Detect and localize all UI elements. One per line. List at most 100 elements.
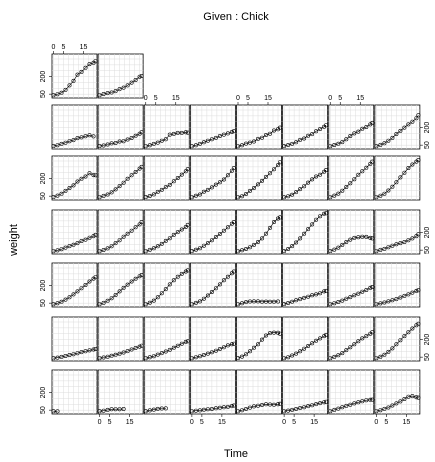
data-point xyxy=(406,166,411,171)
data-point xyxy=(221,345,226,350)
data-point xyxy=(382,246,387,251)
data-point xyxy=(290,244,295,249)
data-point xyxy=(137,274,142,279)
data-point xyxy=(368,235,373,240)
data-point xyxy=(252,345,257,350)
data-point xyxy=(129,173,134,178)
data-point xyxy=(147,143,152,148)
data-point xyxy=(271,402,276,407)
data-point xyxy=(185,130,190,135)
data-point xyxy=(139,220,144,225)
data-point xyxy=(175,176,180,181)
data-point xyxy=(91,347,96,352)
data-point xyxy=(378,354,383,359)
x-tick-label: 5 xyxy=(292,419,296,426)
panel xyxy=(51,53,98,99)
data-point xyxy=(197,354,202,359)
data-point xyxy=(244,247,249,252)
series-line xyxy=(145,341,188,359)
data-point xyxy=(328,144,333,149)
data-point xyxy=(63,188,68,193)
data-point xyxy=(271,299,276,304)
data-point xyxy=(125,282,130,287)
y-axis-ticks: 50 200 xyxy=(419,227,431,254)
data-point xyxy=(167,347,172,352)
data-point xyxy=(340,140,345,145)
data-point xyxy=(121,234,126,239)
data-point xyxy=(171,278,176,283)
data-point xyxy=(267,402,272,407)
panel xyxy=(97,209,144,255)
data-point xyxy=(394,132,399,137)
data-point xyxy=(298,349,303,354)
data-point xyxy=(213,235,218,240)
data-point xyxy=(282,302,287,307)
data-point xyxy=(374,356,379,361)
data-point xyxy=(229,404,234,409)
data-point xyxy=(314,174,319,179)
panel-border xyxy=(143,209,190,255)
panel xyxy=(143,262,190,308)
data-point xyxy=(271,220,276,225)
series-line xyxy=(330,286,373,305)
data-point xyxy=(374,195,379,200)
data-point xyxy=(113,352,118,357)
data-point xyxy=(336,299,341,304)
data-point xyxy=(255,299,260,304)
panel-border xyxy=(236,316,282,362)
data-point xyxy=(51,356,56,361)
series-line xyxy=(376,159,419,198)
data-point xyxy=(193,300,198,305)
data-point xyxy=(83,65,88,70)
data-point xyxy=(87,62,92,67)
data-point xyxy=(139,74,144,79)
data-point xyxy=(87,235,92,240)
series-line xyxy=(237,332,281,359)
panel xyxy=(236,155,282,201)
data-point xyxy=(105,407,110,412)
data-point xyxy=(252,299,257,304)
data-point xyxy=(59,191,64,196)
data-point xyxy=(159,291,164,296)
data-point xyxy=(255,136,260,141)
data-point xyxy=(252,186,257,191)
data-point xyxy=(105,298,110,303)
data-point xyxy=(51,93,56,98)
data-point xyxy=(105,246,110,251)
data-point xyxy=(101,92,106,97)
data-point xyxy=(179,271,184,276)
panel-border xyxy=(236,155,282,201)
data-point xyxy=(336,353,341,358)
y-tick-label: 50 xyxy=(40,406,47,414)
data-point xyxy=(382,191,387,196)
data-point xyxy=(259,337,264,342)
data-point xyxy=(310,222,315,227)
data-point xyxy=(236,195,241,200)
x-tick-label: 5 xyxy=(200,419,204,426)
data-point xyxy=(394,242,399,247)
data-point xyxy=(55,193,60,198)
data-point xyxy=(133,170,138,175)
data-point xyxy=(231,403,236,408)
data-point xyxy=(370,397,375,402)
data-point xyxy=(83,282,88,287)
panel-border xyxy=(236,262,282,308)
data-point xyxy=(59,141,64,146)
data-point xyxy=(59,354,64,359)
data-point xyxy=(139,272,144,277)
data-point xyxy=(97,195,102,200)
data-point xyxy=(91,173,96,178)
panel xyxy=(51,262,98,308)
data-point xyxy=(147,194,152,199)
data-point xyxy=(318,336,323,341)
data-point xyxy=(193,408,198,413)
series-line xyxy=(99,221,142,252)
panel-border xyxy=(51,53,98,99)
data-point xyxy=(197,299,202,304)
data-point xyxy=(189,144,194,149)
x-tick-label: 5 xyxy=(338,95,342,102)
data-point xyxy=(318,291,323,296)
data-point xyxy=(125,176,130,181)
data-point xyxy=(294,240,299,245)
series-line xyxy=(237,217,281,252)
